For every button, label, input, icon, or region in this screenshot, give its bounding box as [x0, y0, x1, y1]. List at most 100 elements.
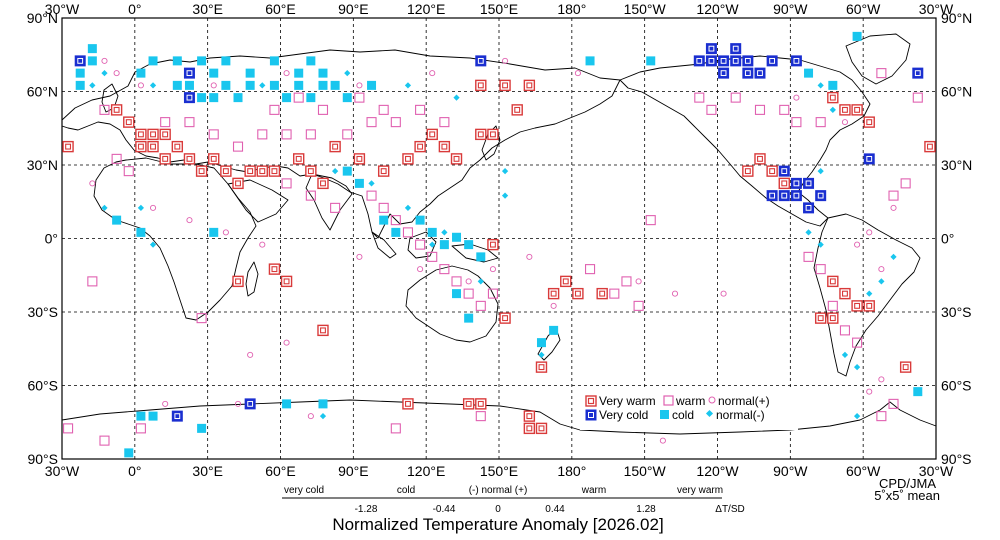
warm-marker [281, 178, 292, 189]
coastline-greenland [845, 33, 911, 85]
scale-value-5: 1.28 [636, 504, 656, 515]
lon-tick-label-bottom: 180° [557, 463, 586, 479]
cold-marker [646, 56, 656, 66]
coastline-australia [405, 265, 499, 343]
warm-marker [330, 202, 341, 213]
very-warm-marker [159, 128, 171, 141]
cold-marker [549, 325, 559, 335]
very-warm-marker [171, 140, 184, 153]
lat-tick-label-left: 30°S [27, 304, 58, 320]
cold-marker [209, 227, 219, 237]
warm-marker [390, 117, 401, 128]
normal-minus-marker [319, 413, 327, 420]
very-warm-marker [924, 140, 936, 153]
lon-tick-label-top: 60°E [265, 1, 296, 17]
very-warm-marker [535, 422, 548, 435]
warm-marker [463, 288, 474, 299]
very-warm-marker [402, 398, 414, 410]
warm-marker [402, 227, 414, 238]
lat-tick-label-left: 90°S [27, 451, 58, 467]
warm-marker [366, 117, 377, 128]
normal-minus-marker [149, 82, 157, 89]
normal-plus-marker [793, 94, 800, 101]
lon-tick-label-top: 90°E [338, 1, 369, 17]
normal-plus-marker [659, 437, 666, 444]
warm-marker [63, 423, 74, 434]
warm-marker [111, 153, 122, 164]
warm-marker [305, 129, 316, 140]
warm-marker [584, 264, 596, 275]
warm-marker [317, 104, 329, 115]
lat-tick-label-right: 30°S [941, 304, 972, 320]
graticule [62, 18, 936, 459]
warm-marker [305, 190, 316, 201]
warm-marker [208, 129, 219, 140]
lat-tick-label-right: 0° [941, 231, 954, 247]
warm-marker [123, 166, 134, 177]
warm-marker [257, 129, 268, 140]
warm-marker [487, 288, 498, 299]
very-warm-marker [863, 300, 875, 312]
very-cold-marker [912, 67, 924, 79]
warm-marker [852, 337, 863, 348]
lat-tick-label-right: 60°S [941, 378, 972, 394]
warm-marker [439, 264, 450, 275]
very-cold-marker [863, 153, 875, 165]
normal-plus-marker [210, 82, 217, 89]
very-warm-marker [195, 165, 208, 177]
scale-value-3: 0 [495, 504, 501, 515]
cold-marker [367, 80, 377, 90]
normal-plus-marker [417, 266, 424, 273]
very-warm-marker [475, 128, 487, 141]
longitude-labels-bottom: 30°W 0° 30°E 60°E 90°E 120°E 150°E 180° 150°W 120… [45, 463, 954, 479]
anomaly-scale: very cold cold (-) normal (+) warm very … [282, 485, 745, 515]
warm-marker [900, 178, 911, 189]
very-cold-marker [754, 67, 766, 79]
very-warm-marker [851, 104, 863, 116]
very-cold-marker [790, 177, 802, 189]
warm-marker [415, 104, 426, 115]
normal-plus-marker [635, 278, 642, 285]
credit-agency: CPD/JMA [879, 476, 936, 491]
warm-marker [184, 117, 195, 128]
cold-marker [427, 227, 437, 237]
cold-marker [148, 411, 158, 421]
cold-marker [221, 56, 231, 66]
cold-marker [318, 68, 328, 78]
normal-plus-marker [489, 266, 496, 273]
warm-marker [609, 288, 620, 299]
very-warm-marker [778, 177, 790, 190]
very-warm-marker [329, 140, 341, 153]
legend: Very warm warm normal(+) Very cold cold … [580, 388, 798, 430]
scale-category-normal: (-) normal (+) [469, 485, 528, 496]
very-warm-marker [499, 79, 511, 92]
cold-marker [306, 93, 316, 103]
very-warm-marker [827, 275, 839, 288]
very-warm-marker [572, 287, 584, 300]
very-warm-marker [487, 238, 499, 251]
warm-marker [876, 411, 887, 422]
very-warm-marker [863, 116, 875, 128]
lon-tick-label-top: 120°W [696, 1, 739, 17]
warm-marker [888, 190, 899, 201]
lat-tick-label-right: 60°N [941, 84, 972, 100]
very-cold-marker [705, 43, 717, 55]
cold-marker [269, 56, 279, 66]
very-warm-marker [899, 361, 912, 373]
warm-marker [791, 117, 802, 128]
normal-minus-marker [89, 82, 96, 89]
warm-marker [815, 264, 826, 275]
warm-marker [99, 104, 110, 115]
warm-marker [706, 104, 717, 115]
coastline-north-america [619, 55, 871, 227]
normal-plus-marker [283, 70, 290, 77]
very-warm-marker [268, 165, 281, 177]
warm-marker [475, 300, 486, 311]
lat-tick-label-left: 60°N [27, 84, 58, 100]
very-cold-marker [183, 67, 195, 79]
very-warm-marker [220, 165, 232, 177]
coastline-arabia [227, 179, 289, 223]
very-warm-marker [839, 104, 851, 116]
legend-normal-plus-label: normal(+) [718, 394, 770, 408]
